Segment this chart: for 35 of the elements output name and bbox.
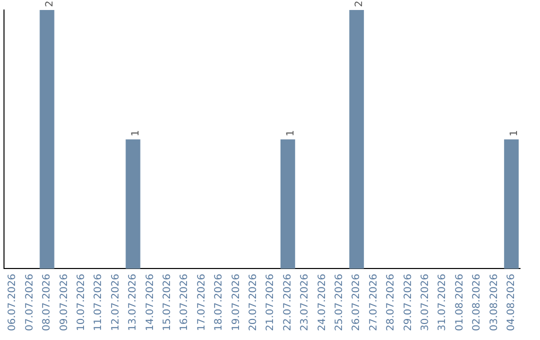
x-tick-label: 22.07.2026 — [282, 274, 294, 332]
x-tick-label: 27.07.2026 — [368, 274, 380, 332]
x-tick-label: 24.07.2026 — [316, 274, 328, 332]
x-tick-label: 11.07.2026 — [93, 274, 104, 332]
x-tick-label: 17.07.2026 — [196, 274, 208, 332]
x-tick-label: 26.07.2026 — [351, 274, 362, 332]
x-tick-label: 04.08.2026 — [506, 274, 517, 332]
x-tick-label: 20.07.2026 — [248, 274, 259, 332]
data-label: 2 — [354, 0, 366, 7]
x-tick-label: 30.07.2026 — [420, 274, 431, 332]
x-tick-label: 06.07.2026 — [7, 274, 18, 332]
x-tick-label: 01.08.2026 — [454, 274, 466, 332]
x-tick-label: 21.07.2026 — [265, 274, 276, 332]
data-label: 1 — [130, 130, 142, 136]
x-tick-label: 02.08.2026 — [472, 274, 483, 332]
x-tick-label: 10.07.2026 — [76, 274, 87, 332]
x-tick-label: 25.07.2026 — [334, 274, 345, 332]
x-tick-label: 31.07.2026 — [437, 274, 448, 332]
x-tick-label: 12.07.2026 — [110, 274, 122, 332]
data-label: 1 — [508, 130, 520, 136]
data-label: 2 — [44, 0, 56, 7]
x-tick-label: 15.07.2026 — [162, 274, 173, 332]
x-tick-label: 19.07.2026 — [230, 274, 242, 332]
x-tick-label: 09.07.2026 — [58, 274, 70, 332]
x-tick-label: 28.07.2026 — [386, 274, 397, 332]
x-tick-label: 16.07.2026 — [179, 274, 190, 332]
x-tick-label: 29.07.2026 — [402, 274, 414, 332]
data-label: 1 — [285, 130, 296, 136]
x-tick-label: 14.07.2026 — [144, 274, 156, 332]
x-tick-label: 03.08.2026 — [488, 274, 500, 332]
x-tick-label: 18.07.2026 — [214, 274, 225, 332]
x-tick-label: 13.07.2026 — [128, 274, 139, 332]
x-tick-label: 08.07.2026 — [42, 274, 53, 332]
x-tick-label: 23.07.2026 — [300, 274, 311, 332]
x-tick-label: 07.07.2026 — [24, 274, 36, 332]
